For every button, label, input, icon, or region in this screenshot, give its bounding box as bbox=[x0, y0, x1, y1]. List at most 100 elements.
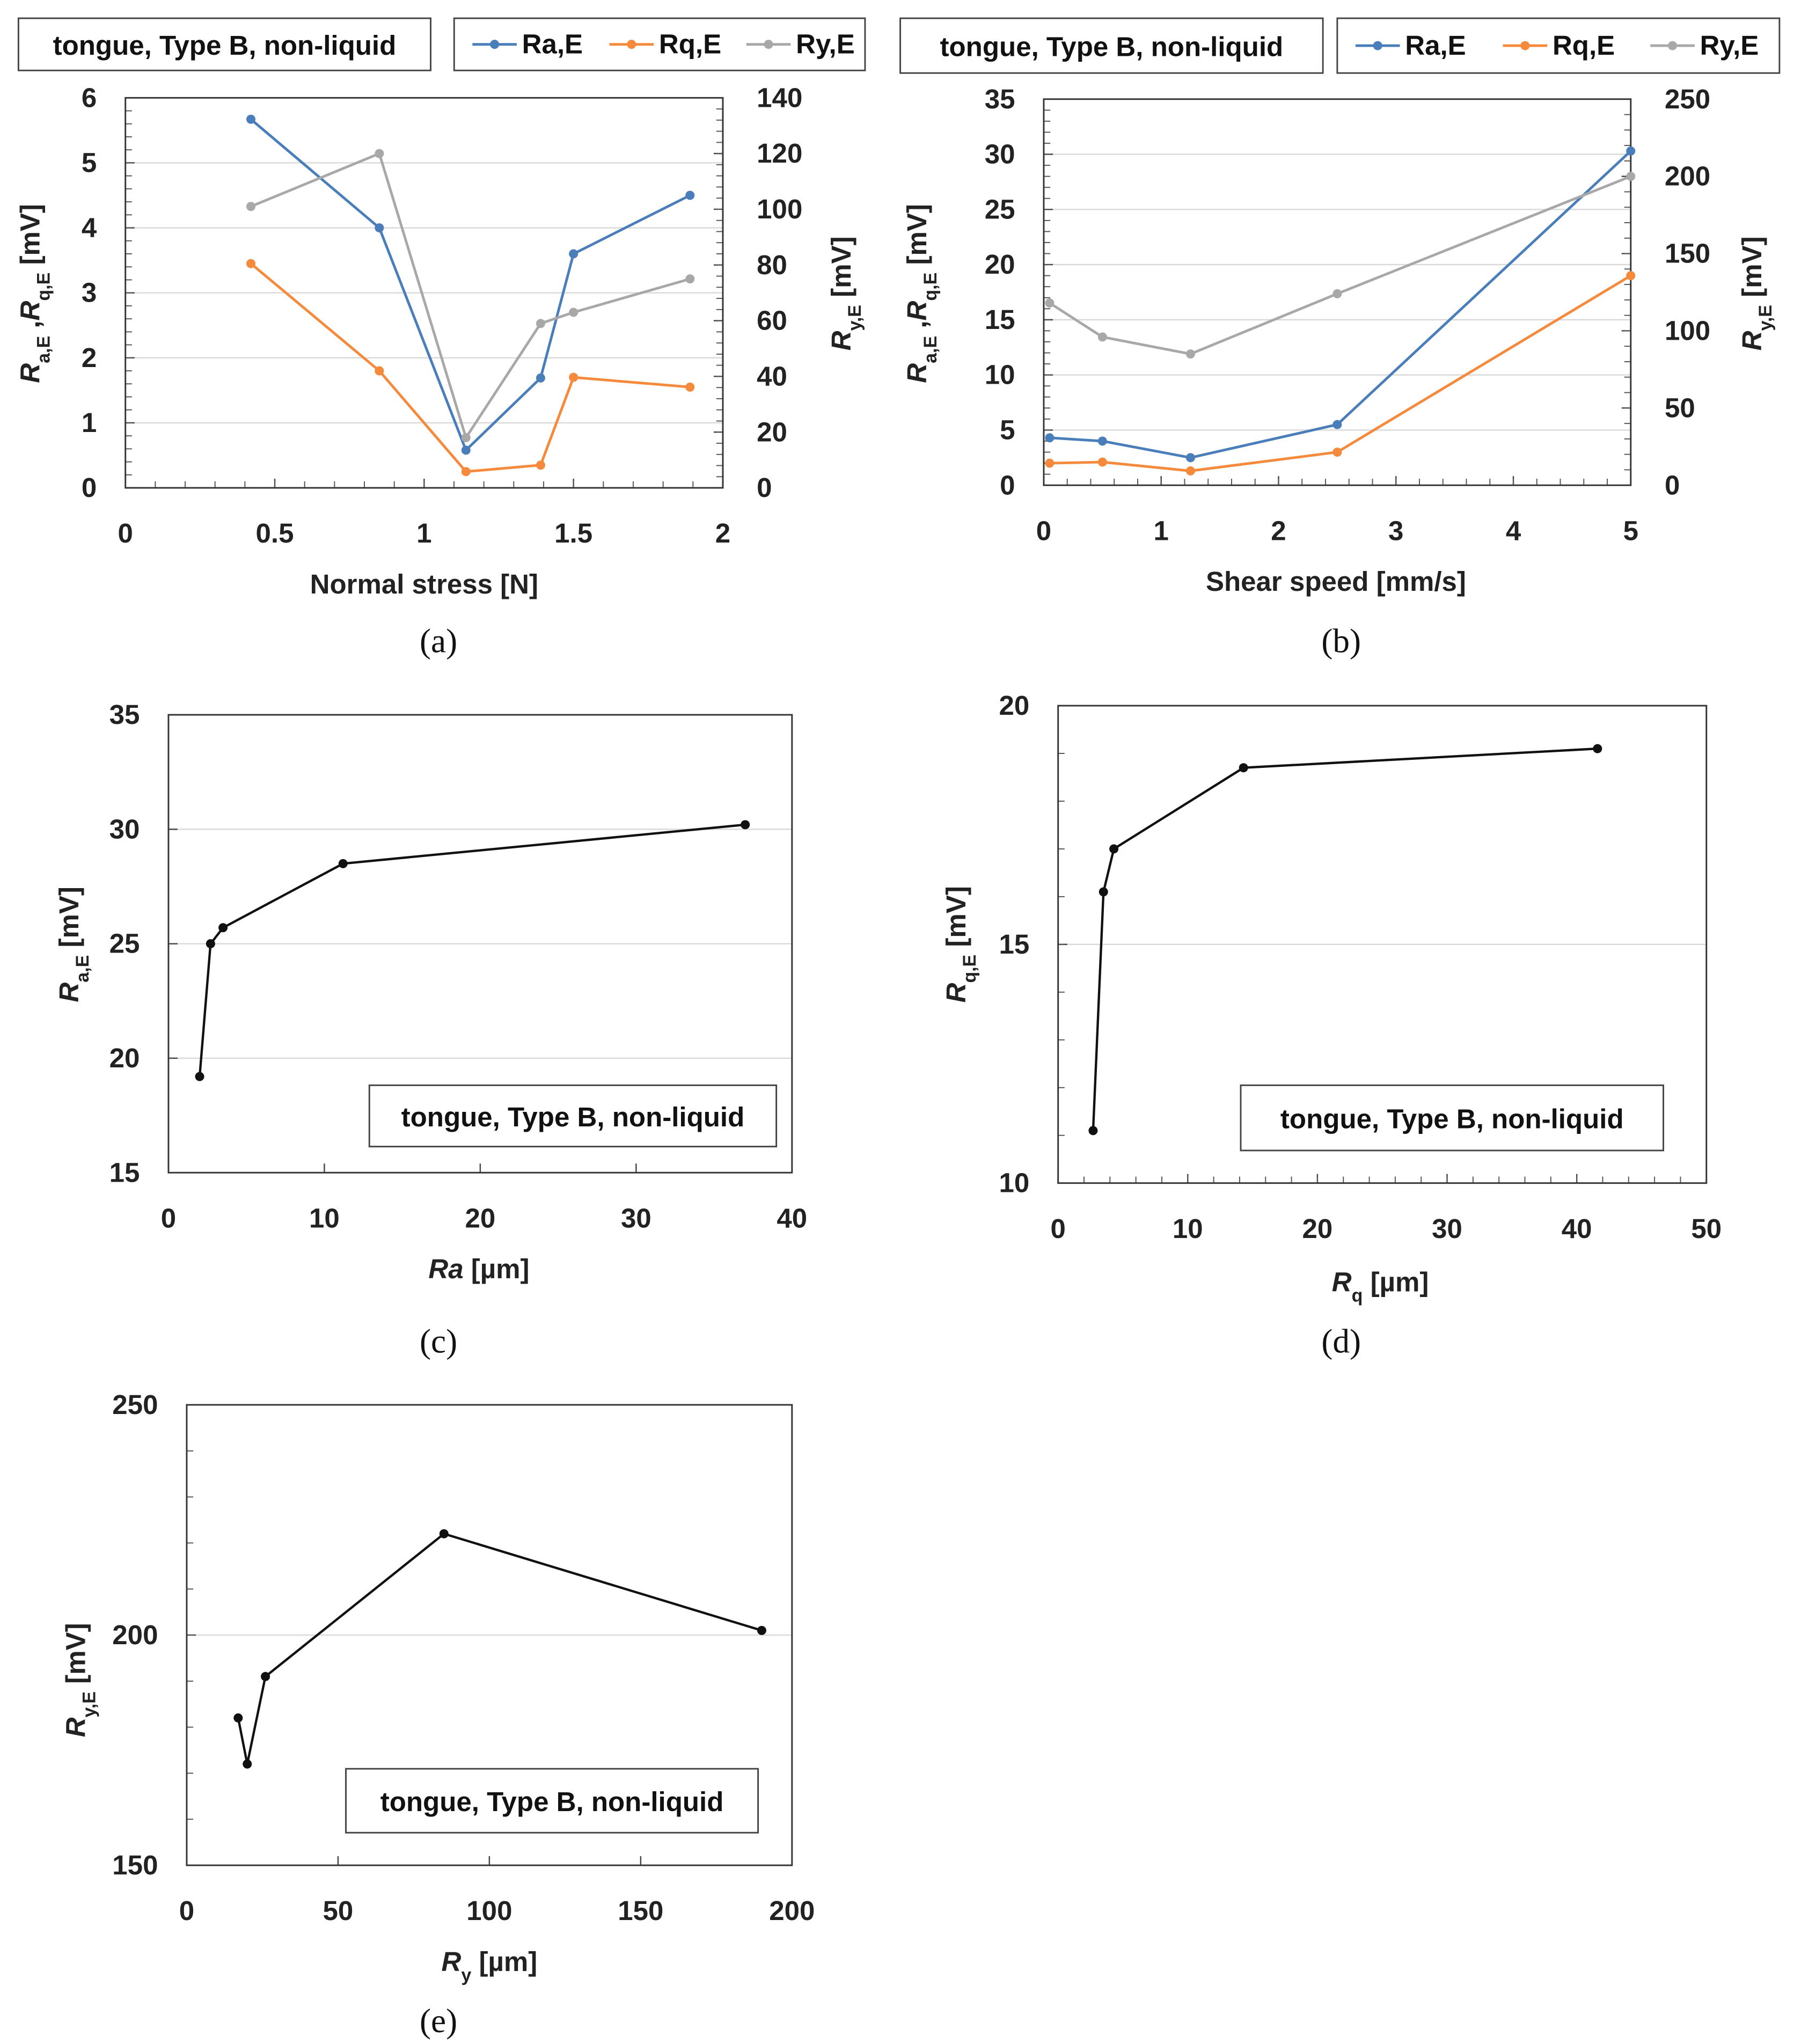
y-tick-label: 30 bbox=[109, 814, 140, 844]
data-point bbox=[1088, 1126, 1098, 1135]
plot-frame bbox=[1043, 98, 1632, 486]
y-tick-label: 1 bbox=[82, 407, 97, 438]
annotation-text: tongue, Type B, non-liquid bbox=[940, 32, 1284, 62]
plot-frame bbox=[167, 714, 793, 1174]
y-axis-label: Ry,E [mV] bbox=[60, 1623, 99, 1737]
legend-marker bbox=[1668, 41, 1678, 50]
data-point bbox=[1626, 172, 1636, 181]
data-point bbox=[195, 1072, 204, 1081]
data-point bbox=[1097, 436, 1107, 446]
y-tick-label: 15 bbox=[999, 929, 1029, 959]
y-tick-label: 25 bbox=[985, 194, 1015, 224]
x-tick-label: 1.5 bbox=[554, 518, 592, 548]
legend-label: Rq,E bbox=[659, 29, 721, 60]
data-point bbox=[1045, 298, 1055, 308]
legend-label: Ry,E bbox=[1700, 30, 1759, 61]
data-point bbox=[233, 1713, 243, 1723]
plot-frame bbox=[186, 1404, 793, 1866]
x-tick-label: 50 bbox=[1691, 1213, 1722, 1244]
data-point bbox=[569, 249, 579, 259]
data-point bbox=[439, 1529, 449, 1539]
data-point bbox=[1045, 433, 1055, 443]
data-point bbox=[243, 1759, 252, 1769]
label-segment: R bbox=[60, 1717, 91, 1737]
x-tick-label: 10 bbox=[309, 1203, 340, 1233]
annotation-box bbox=[368, 1084, 778, 1148]
y2-tick-label: 40 bbox=[757, 361, 787, 391]
y2-tick-label: 150 bbox=[1665, 238, 1710, 269]
data-point bbox=[206, 939, 215, 949]
y-tick-label: 6 bbox=[82, 82, 97, 113]
label-segment: R bbox=[54, 983, 84, 1002]
label-segment: [mV] bbox=[1737, 236, 1767, 305]
data-point bbox=[246, 259, 256, 268]
legend-marker bbox=[627, 40, 636, 49]
series-line-Ry,E vs Ry bbox=[237, 1532, 763, 1764]
y-tick-label: 35 bbox=[985, 84, 1015, 114]
x-tick-label: 0.5 bbox=[256, 518, 294, 548]
data-point bbox=[1097, 332, 1107, 342]
legend-marker bbox=[764, 40, 773, 49]
label-segment: R bbox=[902, 301, 932, 320]
data-point bbox=[461, 433, 471, 443]
label-segment: [mV] bbox=[14, 204, 45, 273]
data-point bbox=[1626, 271, 1636, 281]
y2-tick-label: 100 bbox=[757, 194, 802, 224]
x-tick-label: 0 bbox=[118, 518, 133, 548]
label-segment: R bbox=[826, 331, 856, 350]
x-tick-label: 2 bbox=[715, 518, 730, 548]
data-point bbox=[1593, 744, 1602, 753]
annotation-text: tongue, Type B, non-liquid bbox=[401, 1102, 745, 1132]
x-axis-label: Ry [µm] bbox=[442, 1946, 538, 1986]
legend-label: Ry,E bbox=[796, 29, 855, 60]
label-segment: q,E bbox=[33, 273, 54, 301]
annotation-box bbox=[345, 1768, 759, 1834]
label-segment: y bbox=[461, 1965, 471, 1986]
y-tick-label: 5 bbox=[82, 147, 97, 178]
data-point bbox=[741, 820, 750, 830]
panel-caption: (b) bbox=[1321, 622, 1361, 660]
series-line-Ra,E bbox=[1049, 150, 1632, 459]
series-line-Rq,E vs Rq bbox=[1092, 747, 1598, 1131]
data-point bbox=[261, 1672, 270, 1681]
y-tick-label: 10 bbox=[999, 1168, 1029, 1198]
data-point bbox=[461, 467, 471, 477]
label-segment: [µm] bbox=[471, 1946, 537, 1977]
x-tick-label: 0 bbox=[1036, 515, 1051, 546]
y-axis-label: Ra,E ,Rq,E [mV] bbox=[902, 204, 941, 383]
y-tick-label: 4 bbox=[82, 213, 97, 243]
x-tick-label: 5 bbox=[1623, 515, 1638, 546]
label-segment: [mV] bbox=[60, 1623, 91, 1691]
x-tick-label: 0 bbox=[161, 1203, 176, 1233]
data-point bbox=[1626, 146, 1636, 156]
x-tick-label: 0 bbox=[179, 1895, 194, 1926]
y-tick-label: 150 bbox=[112, 1850, 158, 1880]
legend-label: Rq,E bbox=[1553, 30, 1615, 61]
x-tick-label: 3 bbox=[1388, 515, 1403, 546]
annotation-box bbox=[17, 17, 431, 71]
data-point bbox=[536, 373, 545, 383]
data-point bbox=[375, 149, 384, 158]
data-point bbox=[246, 114, 256, 124]
y2-tick-label: 0 bbox=[1665, 470, 1680, 500]
legend-box bbox=[453, 17, 866, 71]
x-tick-label: 30 bbox=[1432, 1213, 1462, 1244]
label-segment: q,E bbox=[920, 273, 941, 301]
x-tick-label: 1 bbox=[1154, 515, 1169, 546]
x-tick-label: 40 bbox=[1562, 1213, 1592, 1244]
label-segment: [mV] bbox=[54, 887, 84, 955]
data-point bbox=[1332, 448, 1342, 457]
y-tick-label: 250 bbox=[112, 1389, 158, 1420]
y2-tick-label: 140 bbox=[757, 82, 802, 113]
label-segment: y,E bbox=[79, 1691, 99, 1718]
series-line-Rq,E bbox=[250, 262, 690, 473]
y-tick-label: 20 bbox=[999, 690, 1029, 721]
series-line-Ry,E bbox=[250, 151, 691, 441]
y-tick-label: 20 bbox=[985, 249, 1015, 280]
data-point bbox=[218, 923, 228, 933]
y2-tick-label: 120 bbox=[757, 138, 802, 168]
